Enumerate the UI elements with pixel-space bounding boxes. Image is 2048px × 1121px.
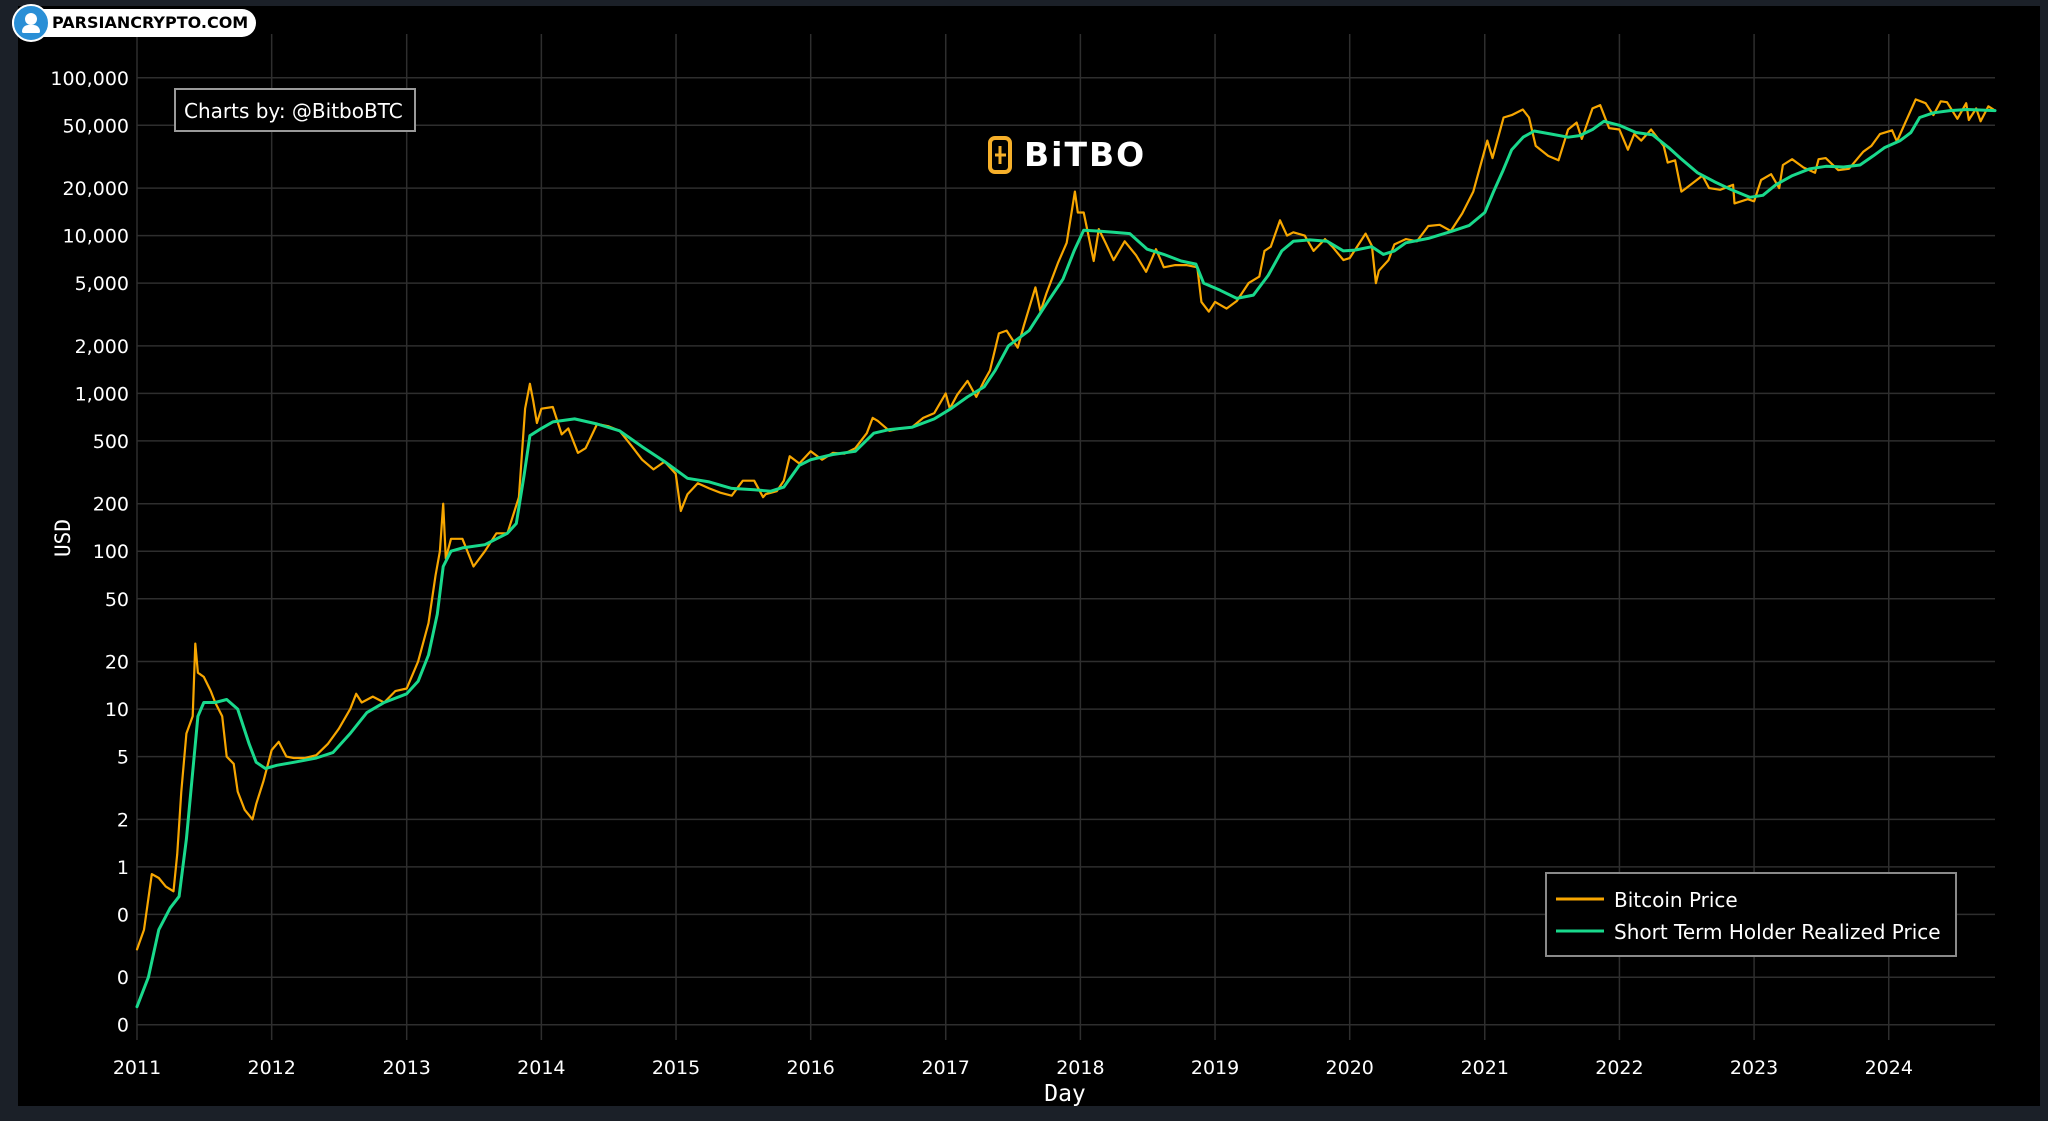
y-tick-label: 2,000 [75, 336, 129, 358]
legend-label-sth: Short Term Holder Realized Price [1614, 920, 1941, 944]
parsiancrypto-logo-icon [12, 4, 50, 42]
bitbo-b-logo-icon [988, 136, 1012, 174]
badge-text: PARSIANCRYPTO.COM [52, 13, 249, 32]
legend: Bitcoin Price Short Term Holder Realized… [1545, 872, 1957, 957]
y-tick-label: 0 [117, 1015, 129, 1037]
x-tick-label: 2023 [1730, 1057, 1778, 1079]
bitbo-watermark: BiTBO [988, 135, 1146, 174]
y-tick-label: 0 [117, 904, 129, 926]
series-line-sth-realized-price [135, 108, 1997, 1009]
credit-text: Charts by: @BitboBTC [184, 99, 403, 123]
x-tick-label: 2019 [1191, 1057, 1239, 1079]
bitbo-watermark-text: BiTBO [1024, 135, 1146, 174]
y-tick-label: 20,000 [63, 178, 129, 200]
y-tick-label: 100 [93, 541, 129, 563]
y-tick-label: 200 [93, 494, 129, 516]
y-axis-label: USD [51, 519, 75, 557]
x-tick-label: 2013 [383, 1057, 431, 1079]
x-tick-label: 2024 [1865, 1057, 1913, 1079]
series-line-bitcoin-price [135, 98, 1997, 951]
y-tick-label: 100,000 [50, 68, 129, 90]
y-tick-label: 5,000 [75, 273, 129, 295]
x-tick-label: 2014 [517, 1057, 565, 1079]
y-tick-label: 50,000 [63, 115, 129, 137]
y-tick-label: 0 [117, 967, 129, 989]
x-tick-label: 2016 [787, 1057, 835, 1079]
y-tick-label: 1 [117, 857, 129, 879]
x-tick-label: 2022 [1595, 1057, 1643, 1079]
y-tick-label: 20 [105, 652, 129, 674]
x-tick-label: 2020 [1326, 1057, 1374, 1079]
x-tick-label: 2011 [113, 1057, 161, 1079]
x-tick-label: 2017 [922, 1057, 970, 1079]
y-tick-label: 1,000 [75, 383, 129, 405]
x-tick-label: 2012 [247, 1057, 295, 1079]
x-axis-label: Day [1044, 1081, 1086, 1107]
x-tick-label: 2018 [1056, 1057, 1104, 1079]
y-tick-label: 2 [117, 809, 129, 831]
parsiancrypto-badge[interactable]: PARSIANCRYPTO.COM [12, 4, 257, 42]
x-tick-label: 2015 [652, 1057, 700, 1079]
credit-box: Charts by: @BitboBTC [174, 88, 416, 132]
y-tick-label: 10,000 [63, 226, 129, 248]
y-tick-label: 500 [93, 431, 129, 453]
y-tick-label: 10 [105, 699, 129, 721]
x-tick-labels: 2011 2012 2013 2014 2015 2016 2017 2018 2019 2020… [113, 1057, 1913, 1079]
legend-label-price: Bitcoin Price [1614, 888, 1738, 912]
y-tick-label: 50 [105, 589, 129, 611]
series-layer [135, 98, 1997, 1009]
x-tick-label: 2021 [1461, 1057, 1509, 1079]
y-tick-labels: 0 0 0 1 2 5 10 20 50 100 200 500 1,000 2,000 5,000 10,0… [50, 68, 129, 1037]
y-tick-label: 5 [117, 747, 129, 769]
